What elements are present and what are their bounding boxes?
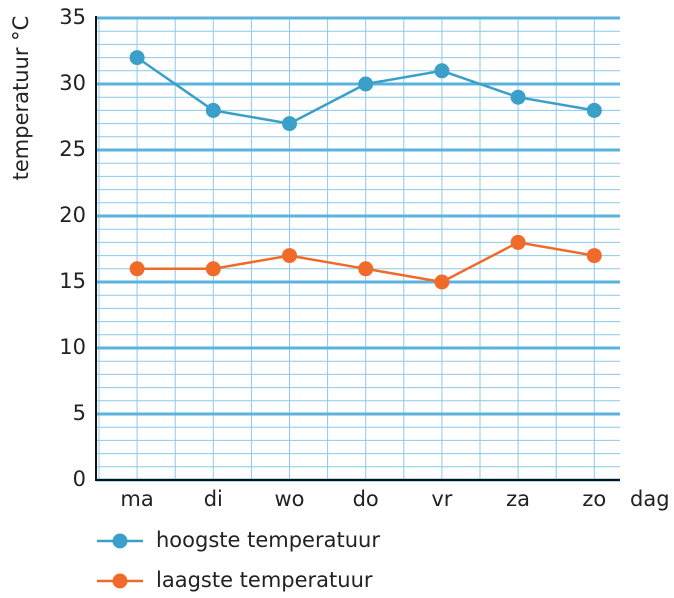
data-point [586, 248, 602, 264]
legend-label: hoogste temperatuur [156, 528, 380, 552]
x-tick-label: za [506, 487, 530, 511]
data-point [282, 116, 297, 132]
data-point [129, 50, 145, 66]
y-tick-label: 0 [73, 467, 86, 491]
y-axis-label: temperatuur °C [9, 16, 33, 181]
x-tick-label: di [204, 487, 223, 511]
data-point [434, 63, 450, 79]
y-tick-label: 15 [59, 269, 86, 293]
data-point [282, 248, 297, 264]
legend-marker [112, 533, 128, 549]
data-point [205, 102, 221, 118]
x-tick-label: vr [431, 487, 452, 511]
x-tick-label: wo [274, 487, 304, 511]
y-tick-label: 25 [59, 137, 86, 161]
data-point [510, 89, 526, 105]
data-point [358, 261, 374, 277]
legend-marker [112, 573, 128, 589]
y-tick-label: 5 [73, 401, 86, 425]
data-point [586, 102, 602, 118]
x-axis-label: dag [630, 487, 670, 511]
x-tick-label: ma [120, 487, 153, 511]
data-point [434, 274, 450, 290]
y-tick-label: 35 [59, 5, 86, 29]
y-tick-label: 20 [59, 203, 86, 227]
data-point [358, 76, 374, 92]
x-tick-label: zo [582, 487, 606, 511]
data-point [510, 234, 526, 250]
y-tick-label: 30 [59, 71, 86, 95]
legend-label: laagste temperatuur [156, 568, 373, 592]
data-point [205, 261, 221, 277]
x-tick-label: do [353, 487, 379, 511]
y-tick-label: 10 [59, 335, 86, 359]
data-point [129, 261, 145, 277]
